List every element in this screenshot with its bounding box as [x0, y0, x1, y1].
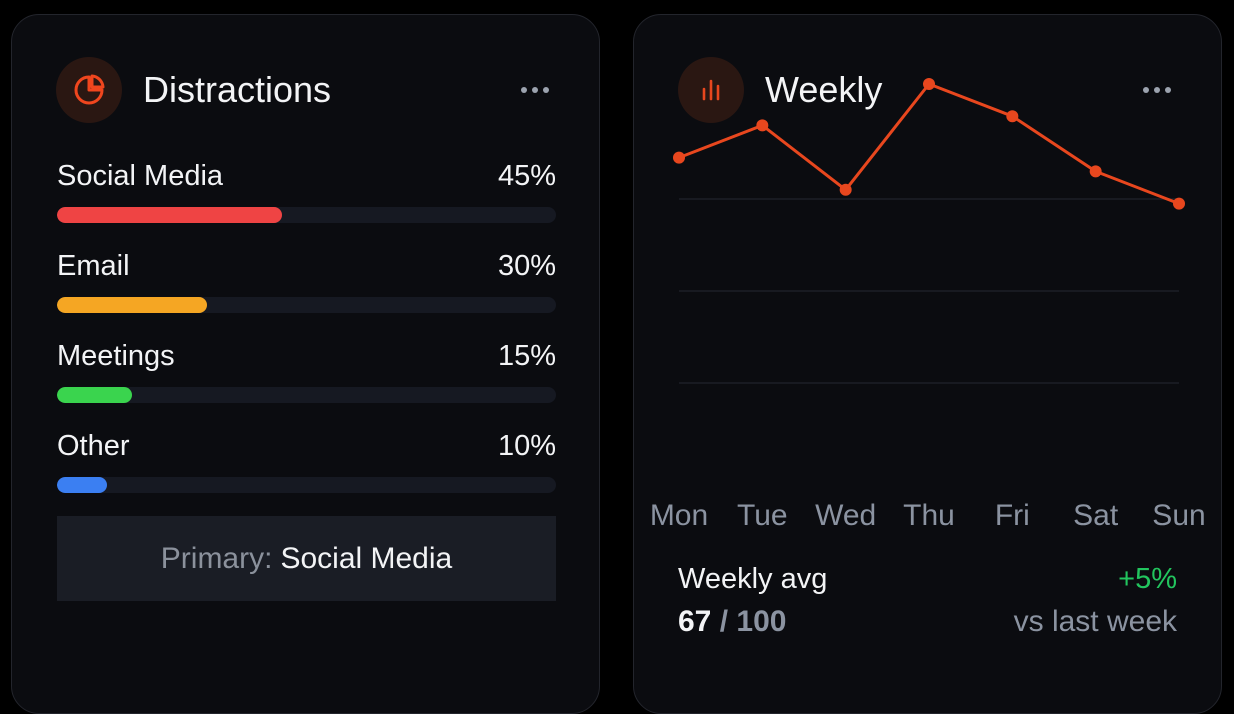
day-label-thu: Thu	[903, 499, 955, 532]
weekly-point-sat[interactable]	[1089, 165, 1102, 178]
weekly-avg-max: / 100	[719, 605, 787, 638]
weekly-point-tue[interactable]	[756, 119, 769, 132]
primary-value: Social Media	[280, 541, 453, 575]
weekly-point-sun[interactable]	[1173, 197, 1185, 210]
weekly-avg-value: 67 / 100	[678, 605, 786, 639]
distraction-label: Social Media	[57, 160, 224, 192]
distraction-progress-fill	[57, 387, 132, 403]
distraction-progress-fill	[57, 297, 207, 313]
distraction-percent: 10%	[497, 430, 556, 462]
weekly-point-thu[interactable]	[923, 78, 935, 90]
distraction-percent: 30%	[497, 250, 556, 282]
weekly-header: Weekly	[678, 57, 1177, 123]
distraction-progress-fill	[57, 477, 107, 493]
distraction-list: Social Media 45% Email 30% Meetings 15% …	[57, 157, 556, 517]
weekly-x-axis: Mon Tue Wed Thu Fri Sat Sun	[634, 499, 1221, 535]
weekly-title: Weekly	[765, 69, 883, 110]
day-label-mon: Mon	[649, 499, 709, 532]
distraction-progress-track	[57, 387, 556, 403]
day-label-fri: Fri	[994, 499, 1030, 532]
weekly-point-wed[interactable]	[839, 183, 852, 196]
more-dot-icon	[1143, 87, 1149, 93]
distraction-item-other: Other 10%	[57, 427, 556, 517]
more-dot-icon	[1154, 87, 1160, 93]
distraction-item-email: Email 30%	[57, 247, 556, 337]
weekly-point-fri[interactable]	[1006, 110, 1019, 123]
distraction-progress-track	[57, 477, 556, 493]
distraction-label: Other	[57, 430, 130, 462]
distractions-more-button[interactable]	[515, 75, 555, 105]
day-label-wed: Wed	[815, 499, 877, 532]
distraction-item-social-media: Social Media 45%	[57, 157, 556, 247]
day-label-sat: Sat	[1073, 499, 1119, 532]
day-label-tue: Tue	[737, 499, 788, 532]
distractions-title: Distractions	[143, 69, 332, 110]
bar-chart-icon	[678, 57, 744, 123]
distractions-card: Distractions Social Media 45% Email 30% …	[11, 14, 600, 714]
distraction-progress-track	[57, 297, 556, 313]
day-label-sun: Sun	[1152, 499, 1206, 532]
distraction-label: Meetings	[57, 340, 175, 372]
weekly-more-button[interactable]	[1137, 75, 1177, 105]
more-dot-icon	[543, 87, 549, 93]
weekly-avg-label: Weekly avg	[678, 563, 828, 595]
weekly-card: Weekly Mon Tue Wed Thu Fri Sat Sun Weekly avg …	[633, 14, 1222, 714]
distraction-percent: 15%	[497, 340, 556, 372]
pie-chart-icon	[56, 57, 122, 123]
weekly-point-mon[interactable]	[673, 151, 685, 164]
weekly-change-caption: vs last week	[1013, 605, 1177, 638]
weekly-line-chart	[673, 78, 1185, 384]
primary-label: Primary:	[160, 541, 273, 575]
distraction-item-meetings: Meetings 15%	[57, 337, 556, 427]
distractions-header: Distractions	[56, 57, 555, 123]
distraction-percent: 45%	[497, 160, 556, 192]
distraction-progress-track	[57, 207, 556, 223]
distraction-progress-fill	[57, 207, 282, 223]
more-dot-icon	[1165, 87, 1171, 93]
primary-distraction-summary: Primary: Social Media	[57, 516, 556, 601]
more-dot-icon	[521, 87, 527, 93]
weekly-avg-score: 67	[678, 605, 712, 638]
more-dot-icon	[532, 87, 538, 93]
weekly-change-value: +5%	[1118, 563, 1177, 595]
distraction-label: Email	[57, 250, 130, 282]
